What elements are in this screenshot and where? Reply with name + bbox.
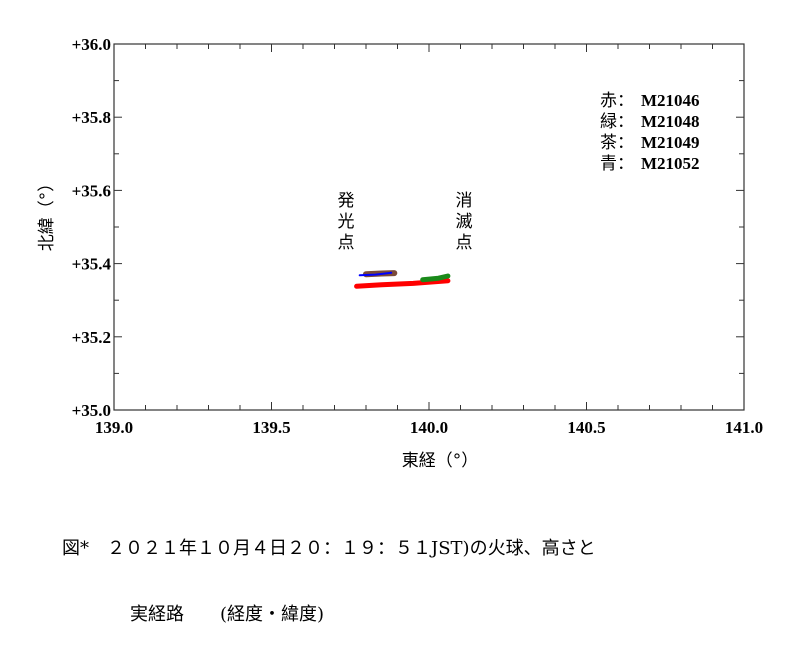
track-m21048	[420, 273, 451, 283]
y-tick-label: +35.2	[72, 328, 111, 347]
start-point-label: 発	[338, 191, 355, 211]
y-tick-label: +35.0	[72, 401, 111, 420]
axis-ticks	[113, 43, 745, 411]
figure-caption: 図* ２０２１年１０月４日２０：１９：５１JST)の火球、高さと 実経路 (経度…	[62, 494, 596, 648]
y-tick-label: +35.8	[72, 108, 111, 127]
end-point-label: 点	[456, 233, 473, 253]
y-tick-label: +35.6	[72, 181, 111, 200]
x-axis-title: 東経（°）	[402, 451, 479, 471]
start-point-label: 点	[338, 233, 355, 253]
track-m21052	[358, 271, 393, 277]
plot-frame	[113, 43, 745, 411]
y-tick-label: +35.4	[72, 255, 112, 274]
x-tick-label: 139.0	[95, 418, 133, 437]
legend-label: M21048	[641, 112, 700, 131]
legend-color-name: 青：	[600, 154, 634, 174]
legend-label: M21052	[641, 154, 700, 173]
legend-label: M21049	[641, 133, 700, 152]
legend-color-name: 茶：	[600, 133, 634, 153]
track-m21046	[354, 278, 451, 289]
chart: 139.0 139.5 140.0 140.5 141.0 +35.0+35.2+35.…	[37, 35, 763, 471]
caption-line-2: 実経路 (経度・緯度)	[130, 604, 325, 625]
legend-color-name: 赤：	[600, 91, 634, 111]
x-tick-label: 141.0	[725, 418, 763, 437]
legend: 赤： M21046 緑： M21048 茶： M21049 青： M21052	[600, 91, 700, 174]
end-point-label: 滅	[456, 212, 473, 232]
x-tick-labels: 139.0 139.5 140.0 140.5 141.0	[95, 418, 763, 437]
legend-color-name: 緑：	[600, 112, 634, 132]
caption-line-1: 図* ２０２１年１０月４日２０：１９：５１JST)の火球、高さと	[62, 538, 596, 559]
y-axis-title: 北緯（°）	[37, 175, 57, 252]
y-tick-label: +36.0	[72, 35, 111, 54]
legend-label: M21046	[641, 91, 700, 110]
series-tracks	[354, 270, 451, 289]
y-tick-labels: +35.0 +35.2 +35.4 +35.6 +35.8 +36.0	[72, 35, 112, 420]
end-point-label: 消	[456, 191, 473, 211]
start-point-label: 光	[338, 212, 355, 232]
x-tick-label: 139.5	[252, 418, 290, 437]
x-tick-label: 140.5	[567, 418, 605, 437]
x-tick-label: 140.0	[410, 418, 448, 437]
